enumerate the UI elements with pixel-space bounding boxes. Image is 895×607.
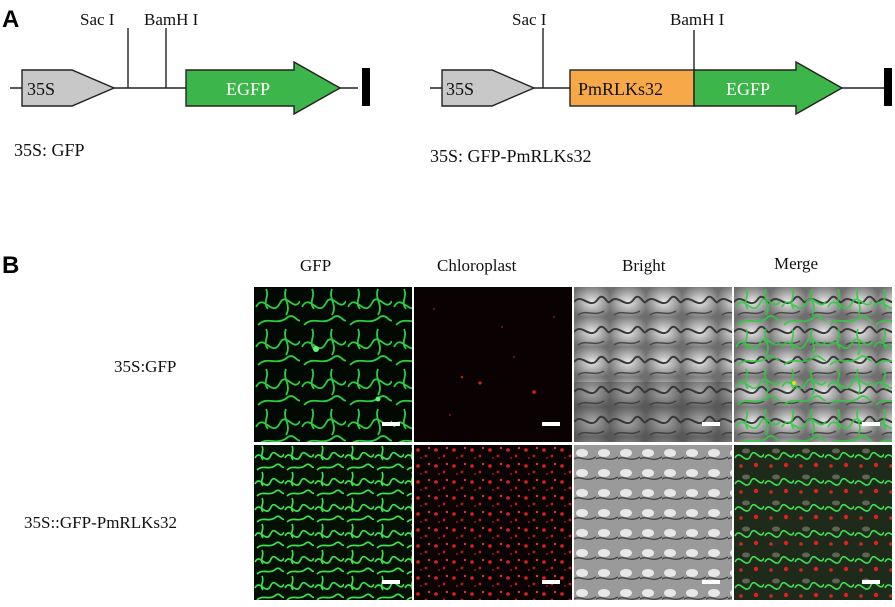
micrograph-chloroplast-pmrlks32 bbox=[414, 445, 572, 600]
scale-bar bbox=[542, 422, 560, 426]
construct-caption-gfp-pmrlks32: 35S: GFP-PmRLKs32 bbox=[430, 146, 592, 166]
scale-bar bbox=[702, 580, 720, 584]
row-label-35s-gfp-pmrlks32: 35S::GFP-PmRLKs32 bbox=[24, 513, 178, 532]
panel-label-b: B bbox=[2, 252, 20, 279]
promoter-35s-arrow bbox=[441, 69, 536, 107]
micrograph-merge-control bbox=[734, 287, 892, 442]
promoter-label: 35S bbox=[27, 79, 55, 99]
bamh-i-site-label: BamH I bbox=[144, 10, 199, 29]
egfp-arrow bbox=[693, 60, 844, 116]
construct-diagrams: 35S Sac I BamH I EGFP 35S Sac I PmRLKs32… bbox=[10, 10, 892, 116]
column-header-gfp: GFP bbox=[300, 256, 332, 275]
scale-bar bbox=[382, 580, 400, 584]
column-header-chloroplast: Chloroplast bbox=[437, 256, 517, 275]
micrograph-gfp-pmrlks32 bbox=[254, 445, 412, 600]
construct-35s-gfp-pmrlks32: 35S Sac I PmRLKs32 BamH I EGFP bbox=[430, 10, 892, 116]
column-header-bright: Bright bbox=[622, 256, 666, 275]
micrograph-bright-control bbox=[574, 287, 732, 442]
egfp-label: EGFP bbox=[226, 79, 270, 99]
scale-bar bbox=[702, 422, 720, 426]
sac-i-site-label: Sac I bbox=[80, 10, 115, 29]
scale-bar bbox=[862, 422, 880, 426]
scale-bar bbox=[382, 422, 400, 426]
micrograph-gfp-control bbox=[254, 287, 412, 442]
bamh-i-site-label: BamH I bbox=[670, 10, 725, 29]
construct-caption-gfp: 35S: GFP bbox=[14, 140, 85, 160]
promoter-35s-arrow bbox=[21, 69, 116, 107]
scale-bar bbox=[542, 580, 560, 584]
gene-label: PmRLKs32 bbox=[578, 79, 663, 99]
scale-bar bbox=[862, 580, 880, 584]
column-header-merge: Merge bbox=[774, 254, 819, 273]
promoter-label: 35S bbox=[446, 79, 474, 99]
micrograph-chloroplast-control bbox=[414, 287, 572, 442]
sac-i-site-label: Sac I bbox=[512, 10, 547, 29]
terminator-block bbox=[884, 68, 892, 106]
construct-35s-gfp: 35S Sac I BamH I EGFP bbox=[10, 10, 370, 116]
terminator-block bbox=[362, 68, 370, 106]
egfp-arrow bbox=[185, 60, 342, 116]
panel-label-a: A bbox=[2, 6, 20, 33]
micrograph-merge-pmrlks32 bbox=[734, 445, 892, 600]
egfp-label: EGFP bbox=[726, 79, 770, 99]
row-label-35s-gfp: 35S:GFP bbox=[114, 357, 177, 376]
micrograph-bright-pmrlks32 bbox=[574, 445, 732, 600]
